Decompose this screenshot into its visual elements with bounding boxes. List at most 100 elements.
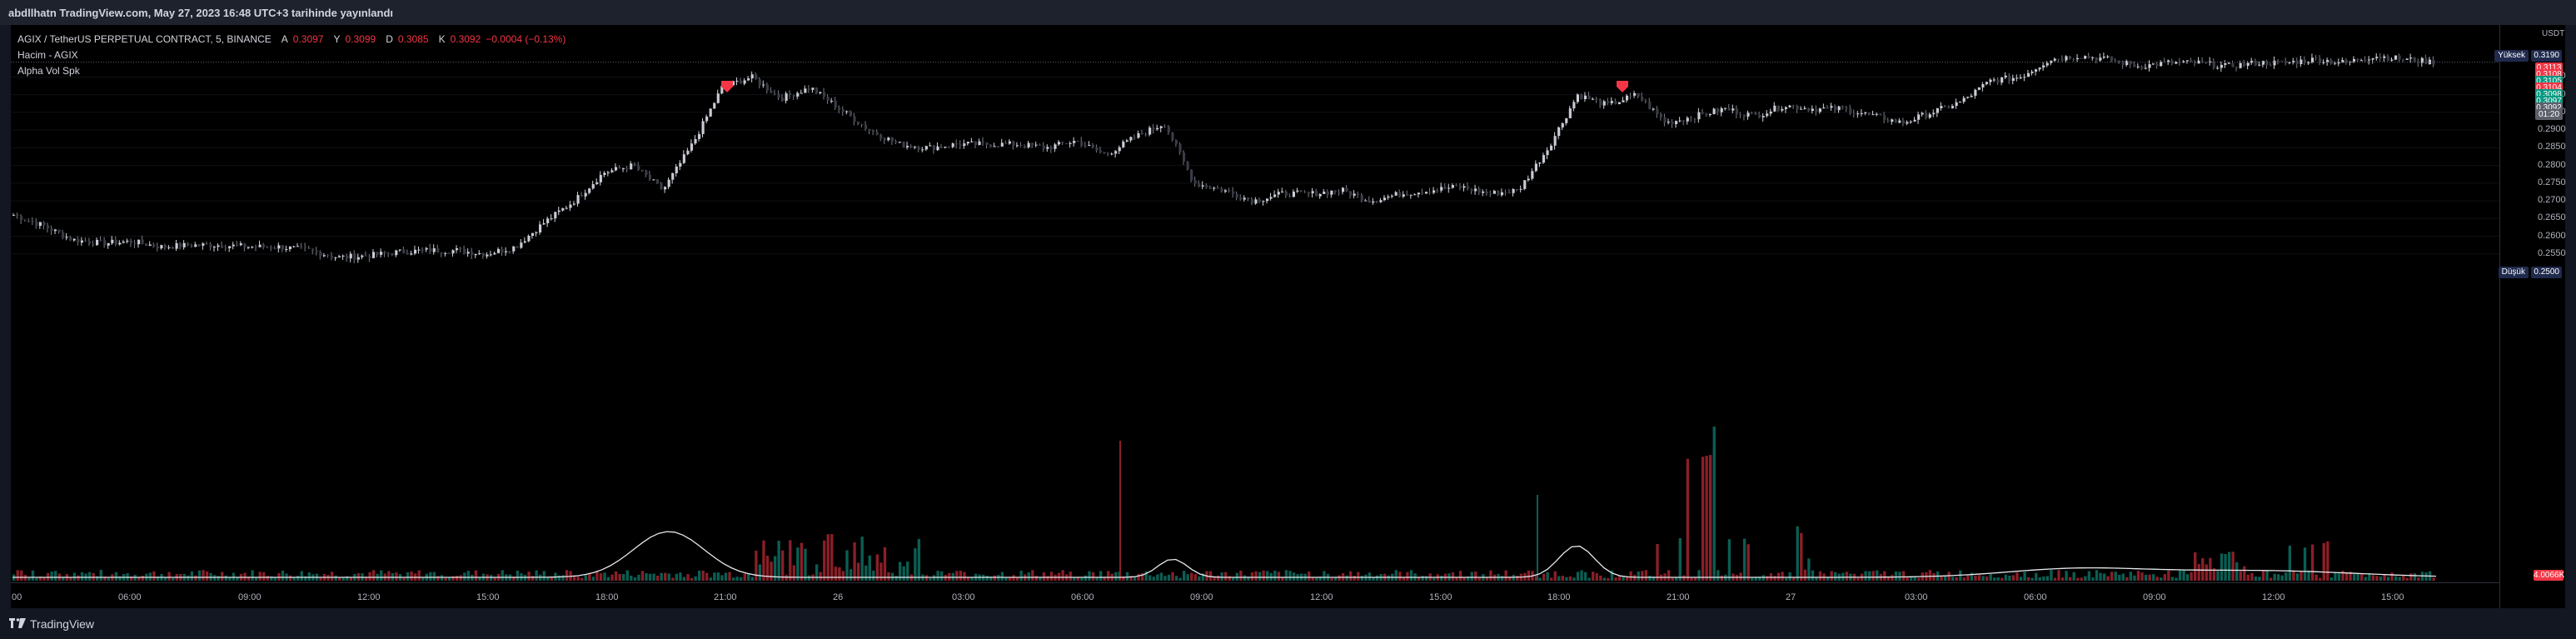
- candle-body: [371, 252, 376, 258]
- volume-bar: [2084, 576, 2087, 581]
- volume-bar: [1557, 576, 1561, 581]
- alpha-vol-spk-line: [12, 531, 2437, 578]
- candle-body: [1883, 115, 1886, 121]
- volume-bar: [1932, 572, 1936, 581]
- volume-bar: [1167, 574, 1171, 581]
- candle-body: [633, 163, 636, 166]
- volume-bar: [762, 540, 765, 581]
- candle-body: [1852, 113, 1856, 115]
- volume-bar: [1288, 571, 1292, 581]
- volume-bar: [1592, 572, 1595, 581]
- candle-body: [232, 244, 235, 247]
- candle-body: [395, 250, 398, 256]
- candle-body: [789, 93, 792, 95]
- candle-body: [1088, 144, 1091, 147]
- candle-body: [228, 246, 232, 249]
- volume-bar: [1864, 571, 1867, 581]
- volume-bar: [1871, 571, 1875, 581]
- volume-indicator-label[interactable]: Hacim - AGIX: [17, 49, 78, 61]
- volume-bar: [823, 540, 826, 581]
- volume-bar: [1281, 577, 1284, 581]
- candle-body: [1015, 145, 1019, 147]
- candle-body: [1443, 187, 1447, 189]
- volume-bar: [1943, 575, 1947, 581]
- candle-body: [985, 142, 989, 145]
- candle-body: [1951, 106, 1955, 108]
- candle-body: [1122, 141, 1125, 147]
- volume-bar: [1671, 577, 1674, 581]
- candle-body: [887, 137, 890, 141]
- volume-bar: [1061, 570, 1064, 581]
- candle-body: [1553, 136, 1557, 146]
- candle-body: [1042, 145, 1045, 149]
- volume-bar: [1701, 457, 1705, 581]
- volume-bar: [1474, 572, 1477, 581]
- price-tick-label: 0.2850: [2538, 142, 2566, 152]
- candle-body: [1901, 120, 1906, 124]
- candle-body: [1947, 106, 1951, 108]
- alpha-vol-indicator-label[interactable]: Alpha Vol Spk: [17, 65, 80, 77]
- candle-body: [2326, 60, 2329, 62]
- volume-bar: [2349, 572, 2352, 581]
- candle-body: [1349, 191, 1353, 196]
- currency-label: USDT: [2542, 29, 2565, 38]
- volume-bar: [1042, 572, 1046, 581]
- volume-bar: [1462, 577, 1466, 581]
- volume-bar: [1311, 577, 1314, 581]
- candle-body: [743, 80, 746, 84]
- volume-bar: [1198, 576, 1201, 581]
- candle-body: [690, 143, 694, 151]
- candle-body: [2261, 61, 2265, 65]
- candle-body: [417, 249, 421, 251]
- volume-bar: [531, 576, 535, 581]
- candle-body: [2057, 58, 2060, 60]
- volume-bar: [2118, 574, 2121, 581]
- volume-bar: [2310, 544, 2314, 581]
- candle-body: [1315, 191, 1318, 197]
- candle-body: [1693, 118, 1697, 120]
- volume-spike-marker: [721, 81, 733, 92]
- symbol-title[interactable]: AGIX / TetherUS PERPETUAL CONTRACT, 5, B…: [17, 33, 272, 45]
- volume-badge: 4.0066K: [2534, 570, 2565, 581]
- chart-pane[interactable]: 00 06:00 09:00 12:00 15:00 18:00 21:00 26 03:00 0…: [11, 25, 2566, 608]
- time-tick-label: 06:00: [2024, 592, 2047, 602]
- chart-legend: AGIX / TetherUS PERPETUAL CONTRACT, 5, B…: [17, 32, 566, 79]
- volume-bar: [750, 577, 754, 581]
- volume-bar: [62, 577, 65, 581]
- volume-bar: [622, 574, 625, 581]
- candlestick-chart[interactable]: 00 06:00 09:00 12:00 15:00 18:00 21:00 26 03:00 0…: [11, 25, 2565, 608]
- price-axis[interactable]: USDT 0.30500.30000.29500.29000.28500.280…: [2494, 25, 2566, 608]
- volume-bar: [640, 571, 645, 581]
- volume-bar: [2295, 573, 2299, 581]
- candle-body: [1886, 120, 1890, 122]
- volume-bar: [2258, 577, 2261, 581]
- candle-body: [2344, 60, 2349, 62]
- candle-body: [474, 253, 477, 256]
- volume-bar: [2072, 572, 2075, 581]
- candle-body: [2224, 62, 2227, 65]
- time-tick-label: 15:00: [2381, 592, 2404, 602]
- volume-bar: [2383, 574, 2386, 581]
- candle-body: [1629, 95, 1632, 97]
- volume-bar: [447, 577, 451, 581]
- candle-body: [152, 244, 156, 247]
- high-price-label: Yüksek: [2494, 50, 2529, 62]
- candle-body: [720, 86, 724, 94]
- candle-body: [2050, 60, 2053, 63]
- volume-bar: [2246, 574, 2250, 581]
- volume-bar: [1891, 574, 1894, 581]
- candle-body: [1485, 191, 1488, 194]
- volume-bar: [682, 577, 686, 581]
- candle-body: [875, 132, 879, 135]
- candle-body: [425, 247, 428, 250]
- volume-bar: [603, 572, 606, 581]
- volume-bar: [625, 570, 629, 581]
- volume-bar: [2065, 571, 2068, 581]
- volume-bar: [2167, 570, 2170, 581]
- candle-body: [1417, 192, 1421, 195]
- candle-body: [1891, 119, 1894, 122]
- candle-body: [1284, 191, 1288, 197]
- candle-body: [902, 142, 905, 147]
- volume-bar: [1538, 577, 1542, 581]
- volume-bar: [1091, 572, 1095, 581]
